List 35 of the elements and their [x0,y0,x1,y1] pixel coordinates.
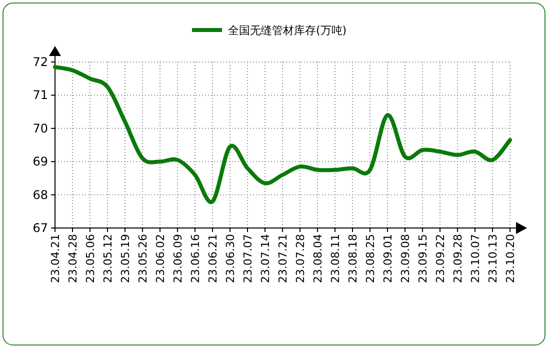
x-tick-label: 23.07.21 [276,234,290,283]
x-tick-label: 23.07.07 [242,234,254,283]
y-tick-label: 68 [32,188,48,202]
x-tick-label: 23.05.12 [102,234,114,283]
x-tick-label: 23.06.09 [172,234,184,283]
x-tick-label: 23.05.19 [119,234,132,283]
x-tick-label: 23.09.15 [416,234,430,283]
x-tick-label: 23.06.30 [224,234,237,283]
legend-label: 全国无缝管材库存(万吨) [228,24,347,37]
x-tick-label: 23.05.26 [136,234,150,283]
y-tick-label: 67 [32,221,48,235]
y-tick-label: 72 [32,55,48,69]
x-tick-label: 23.08.11 [329,234,342,283]
x-tick-label: 23.07.28 [294,234,307,283]
x-tick-label: 23.10.20 [504,234,517,283]
x-tick-label: 23.09.08 [399,234,412,283]
x-tick-label: 23.06.16 [189,234,202,283]
x-tick-label: 23.09.22 [434,234,447,283]
x-tick-label: 23.08.18 [346,234,360,283]
x-tick-label: 23.07.14 [259,234,272,283]
x-tick-label: 23.10.07 [469,234,482,283]
x-tick-label: 23.06.21 [206,234,220,283]
y-tick-label: 71 [32,88,48,102]
x-tick-label: 23.04.21 [49,234,62,283]
y-tick-label: 70 [32,121,48,136]
x-tick-label: 23.04.28 [66,234,80,283]
x-tick-label: 23.08.25 [364,234,377,283]
line-series [53,64,512,204]
x-tick-label: 23.09.01 [382,234,394,283]
x-tick-label: 23.05.06 [84,234,97,283]
x-tick-label: 23.09.28 [452,234,464,283]
x-tick-label: 23.08.04 [312,234,324,283]
y-tick-label: 69 [32,154,48,169]
x-tick-label: 23.10.13 [486,234,500,283]
x-tick-label: 23.06.02 [154,234,167,283]
